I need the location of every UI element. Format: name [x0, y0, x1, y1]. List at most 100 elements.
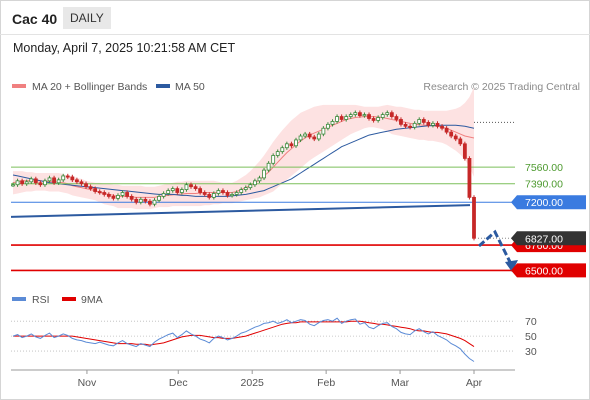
instrument-title: Cac 40 [12, 11, 58, 27]
candle-body [125, 192, 130, 197]
candle-body [170, 188, 175, 191]
candle-body [367, 114, 371, 119]
candle-body [221, 190, 225, 193]
candle-body [458, 138, 463, 145]
candle-body [148, 200, 152, 205]
candle-body [11, 184, 15, 187]
candle-body [440, 125, 444, 129]
candle-body [362, 114, 367, 117]
candle-body [211, 193, 216, 198]
rsi-legend-label: RSI [32, 294, 50, 306]
x-tick-label: Feb [317, 377, 335, 389]
period-button[interactable]: DAILY [63, 7, 111, 29]
candle-body [161, 193, 166, 197]
candle-body [271, 155, 276, 164]
x-tick-label: Dec [169, 377, 188, 389]
candle-body [412, 122, 417, 128]
candle-body [97, 191, 102, 194]
candle-body [56, 179, 61, 184]
candle-body [134, 198, 139, 203]
ma50-legend-swatch [156, 84, 170, 88]
candle-body [257, 177, 262, 182]
candle-body [348, 114, 353, 117]
candle-body [88, 186, 93, 190]
candle-body [243, 187, 248, 190]
chart-header: Cac 40 DAILY [0, 0, 590, 35]
forecast-arrowhead [505, 260, 518, 272]
x-tick-label: Mar [391, 377, 410, 389]
candle-body [321, 127, 326, 135]
candle-body [33, 178, 38, 184]
candle-body [289, 143, 294, 147]
candle-body [152, 199, 157, 205]
candle-body [102, 192, 107, 195]
candle-body [371, 118, 376, 121]
level-label-6500.00: 6500.00 [525, 265, 563, 277]
rsi-ma9-line [13, 320, 475, 348]
candle-body [284, 143, 289, 149]
candle-body [24, 181, 29, 185]
candle-body [435, 122, 440, 127]
candle-body [61, 175, 66, 181]
timestamp: Monday, April 7, 2025 10:21:58 AM CET [13, 41, 236, 55]
rsi-legend-swatch [12, 297, 26, 301]
candle-body [93, 188, 98, 192]
candle-body [339, 116, 344, 120]
candle-body [15, 180, 20, 186]
rsi-tick-label: 30 [525, 346, 537, 358]
candle-body [326, 123, 330, 129]
rsi-panel: 70 50 30 [11, 316, 537, 362]
x-tick-label: Apr [466, 377, 483, 389]
candle-body [472, 196, 476, 239]
candle-body [403, 123, 408, 127]
rsi-line [12, 317, 475, 362]
ma20-line [12, 116, 475, 198]
level-label-7560.00: 7560.00 [525, 162, 563, 174]
watermark: Research © 2025 Trading Central [423, 81, 580, 93]
bollinger-bands [13, 87, 474, 210]
candle-body [344, 116, 349, 120]
rsi-tick-label: 70 [525, 316, 537, 328]
candle-body [179, 189, 184, 193]
candle-body [453, 135, 458, 140]
candle-body [385, 112, 390, 116]
candle-body [65, 175, 70, 178]
candle-body [38, 182, 43, 186]
candle-body [29, 178, 34, 183]
candle-body [312, 136, 317, 140]
x-tick-label: Nov [78, 377, 97, 389]
candle-body [330, 121, 335, 125]
candle-body [376, 117, 381, 121]
candle-body [84, 183, 88, 188]
candle-body [253, 180, 257, 186]
candle-body [298, 135, 303, 141]
rsi-legend: RSI 9MA [12, 294, 103, 306]
candle-body [157, 195, 161, 201]
candle-body [79, 181, 84, 185]
candle-body [116, 195, 120, 199]
candle-body [138, 198, 143, 203]
candle-body [43, 180, 47, 186]
x-axis: Nov Dec 2025 Feb Mar Apr [11, 369, 515, 389]
candle-body [394, 116, 399, 120]
ma50-legend-label: MA 50 [175, 81, 205, 93]
bollinger-legend-swatch [12, 84, 26, 88]
candle-body [143, 198, 148, 202]
candle-body [52, 177, 56, 184]
candle-body [202, 192, 207, 195]
candle-body [47, 177, 52, 182]
x-tick-label: 2025 [241, 377, 265, 389]
candle-body [262, 169, 266, 179]
candle-body [462, 143, 467, 159]
candle-body [193, 186, 198, 190]
candle-body [234, 192, 239, 195]
candle-body [239, 189, 244, 193]
candle-body [316, 133, 321, 140]
candle-body [198, 188, 203, 193]
candle-body [449, 131, 454, 137]
candle-body [166, 190, 171, 194]
ma9-legend-swatch [62, 297, 76, 301]
candle-body [106, 194, 111, 197]
candle-body [335, 116, 339, 122]
forecast-arrows [478, 229, 518, 272]
